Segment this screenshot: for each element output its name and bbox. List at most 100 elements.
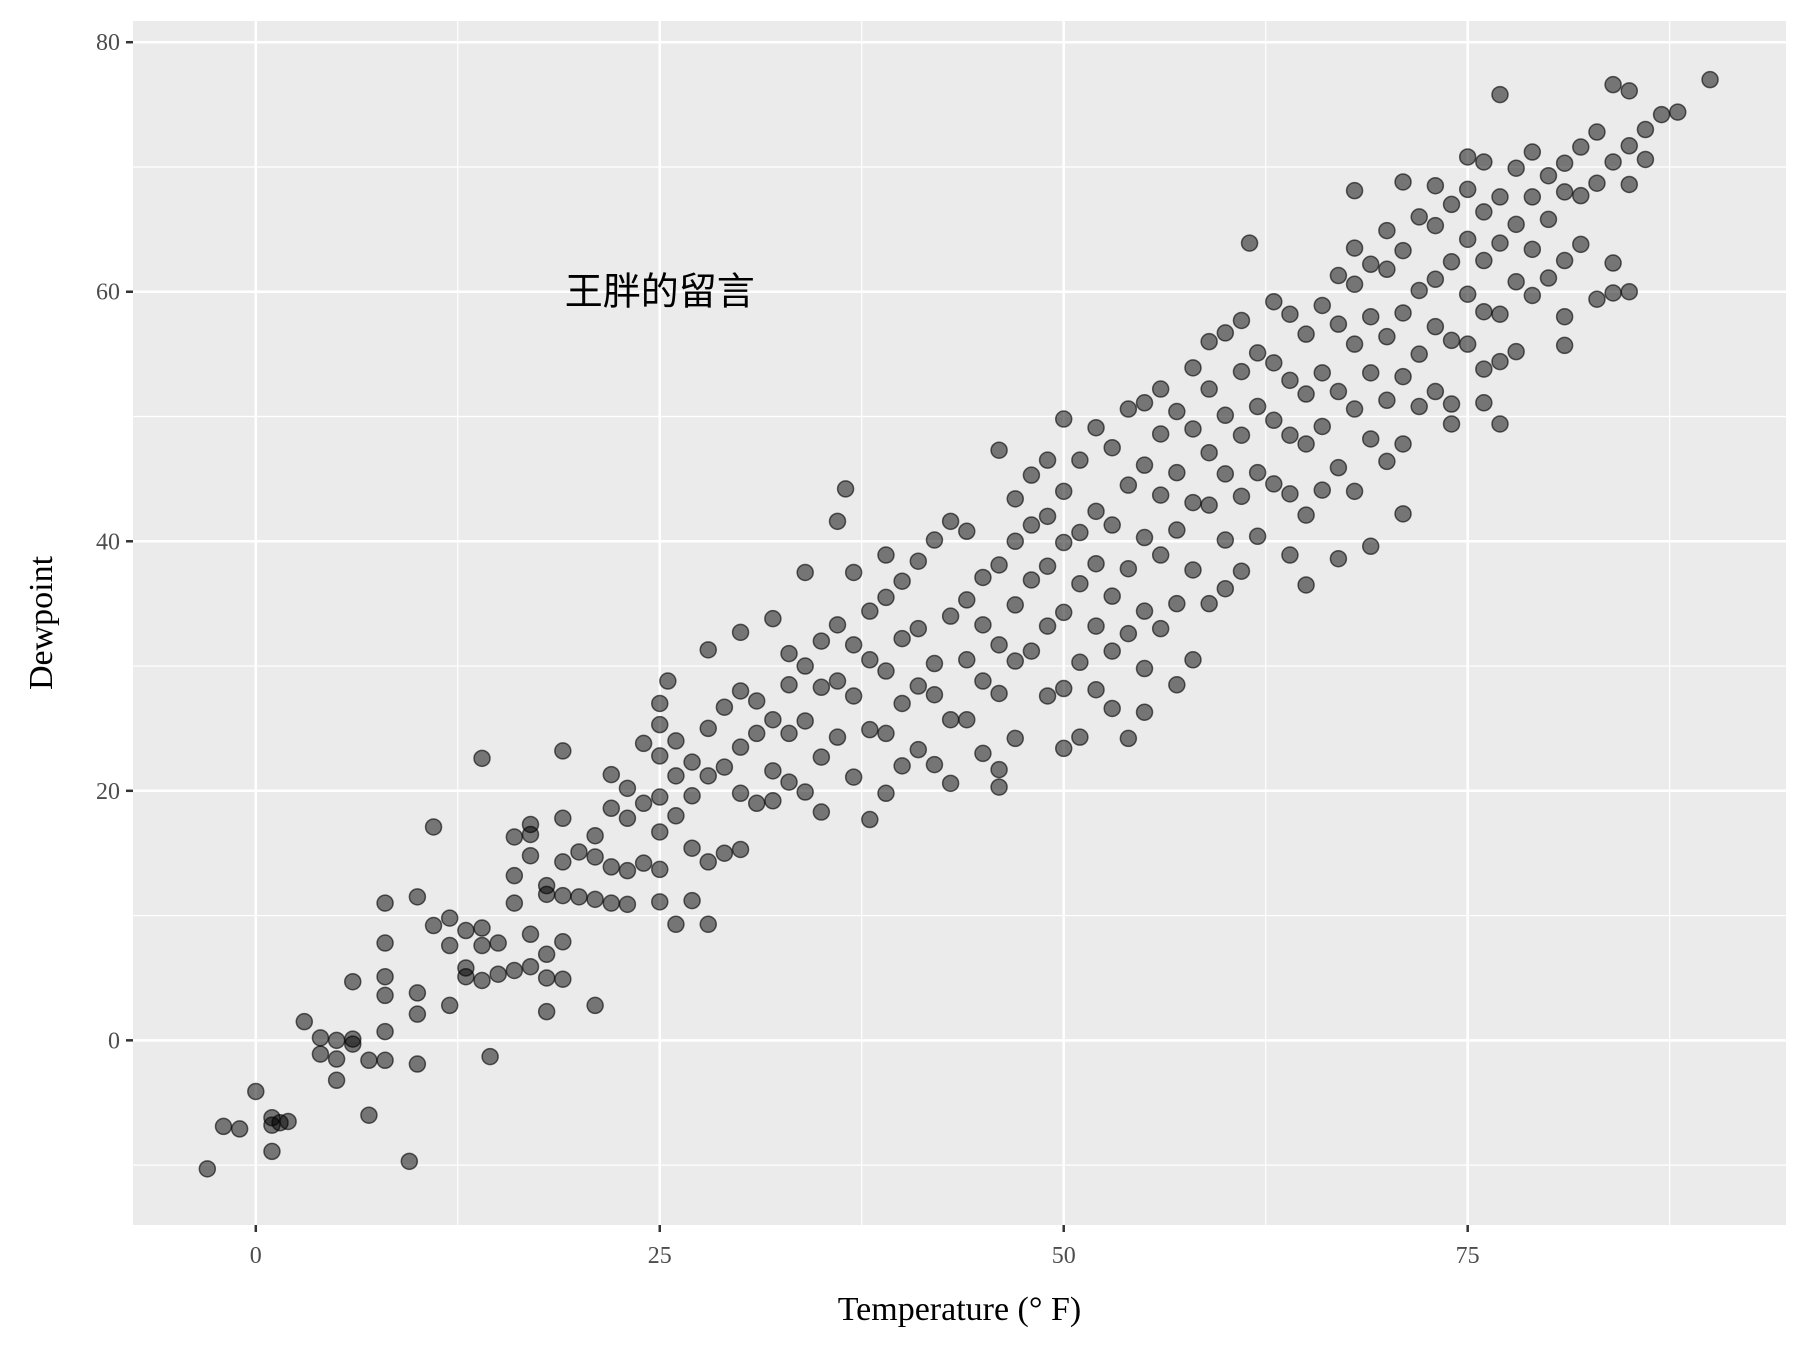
data-point (780, 724, 798, 743)
data-point (1345, 482, 1364, 501)
data-point (764, 762, 782, 780)
data-point (1119, 559, 1138, 578)
data-point (1507, 215, 1525, 234)
axes: 0 25 50 75 0 20 40 60 80 (96, 30, 1480, 1269)
data-point (473, 919, 491, 937)
data-point (1507, 342, 1525, 361)
data-point (909, 552, 928, 570)
data-point (1022, 642, 1041, 660)
data-point (1588, 123, 1606, 141)
data-point (1345, 275, 1364, 294)
data-point (1071, 728, 1089, 746)
data-point (570, 843, 588, 861)
data-point (1087, 617, 1105, 635)
data-point (1087, 681, 1105, 699)
data-point (1281, 371, 1299, 390)
data-point (844, 687, 863, 705)
data-point (1426, 317, 1445, 336)
data-point (1232, 426, 1251, 444)
data-point (861, 720, 879, 739)
data-point (1361, 430, 1380, 448)
data-point (1394, 367, 1412, 386)
data-point (1668, 103, 1687, 121)
data-point (360, 1106, 378, 1124)
data-point (1151, 380, 1170, 398)
data-point (683, 753, 701, 771)
data-point (974, 672, 992, 690)
data-point (400, 1152, 419, 1171)
data-point (909, 619, 928, 638)
data-point (1313, 417, 1332, 436)
data-point (481, 1047, 499, 1066)
data-point (925, 531, 944, 549)
data-point (473, 936, 491, 955)
data-point (440, 909, 459, 927)
data-point (602, 858, 621, 876)
data-point (1135, 703, 1154, 721)
data-point (1394, 241, 1412, 260)
data-point (893, 757, 911, 775)
data-point (1200, 332, 1218, 351)
data-point (1555, 336, 1574, 355)
data-point (1329, 549, 1348, 568)
data-point (796, 563, 814, 582)
data-point (1442, 395, 1461, 413)
data-point (1458, 335, 1477, 353)
data-point (1038, 687, 1057, 705)
data-point (812, 748, 831, 766)
data-point (1378, 221, 1396, 240)
data-point (537, 969, 556, 987)
data-point (1507, 159, 1525, 177)
data-point (1022, 571, 1041, 589)
data-point (651, 788, 669, 806)
data-point (893, 572, 911, 590)
data-point (1184, 420, 1202, 438)
y-axis-title: Dewpoint (23, 555, 60, 690)
data-point (311, 1045, 330, 1063)
data-point (1458, 285, 1477, 303)
data-point (812, 803, 831, 821)
data-point (780, 773, 798, 791)
data-point (1491, 352, 1509, 371)
data-point (1232, 311, 1251, 330)
data-point (796, 657, 814, 675)
data-point (1491, 188, 1509, 206)
data-point (1329, 382, 1348, 401)
data-point (1555, 154, 1574, 172)
data-point (1313, 481, 1332, 499)
data-point (1151, 425, 1170, 443)
data-point (990, 441, 1008, 459)
data-point (1297, 385, 1315, 403)
y-tick-label: 40 (96, 529, 120, 555)
data-point (1410, 208, 1428, 226)
data-point (376, 894, 394, 912)
data-point (344, 972, 362, 991)
data-point (1410, 281, 1428, 300)
data-point (344, 1030, 362, 1048)
data-point (554, 970, 572, 988)
data-point (659, 672, 677, 690)
data-point (1329, 266, 1348, 285)
data-point (1200, 594, 1218, 613)
data-point (1345, 181, 1364, 200)
data-point (1071, 523, 1089, 542)
data-point (1620, 282, 1639, 301)
data-point (1458, 148, 1477, 166)
data-point (780, 676, 798, 694)
data-point (1555, 183, 1574, 201)
data-point (376, 934, 394, 952)
data-point (1119, 400, 1138, 418)
data-point (893, 694, 911, 713)
data-point (1232, 362, 1251, 381)
data-point (990, 556, 1008, 574)
data-point (1119, 729, 1138, 748)
data-point (1604, 254, 1622, 272)
data-point (651, 823, 669, 841)
data-point (521, 925, 540, 944)
data-point (1184, 651, 1202, 669)
data-point (570, 888, 588, 906)
data-point (1265, 354, 1283, 372)
data-point (861, 810, 879, 829)
data-point (990, 684, 1008, 703)
data-point (1588, 290, 1606, 308)
